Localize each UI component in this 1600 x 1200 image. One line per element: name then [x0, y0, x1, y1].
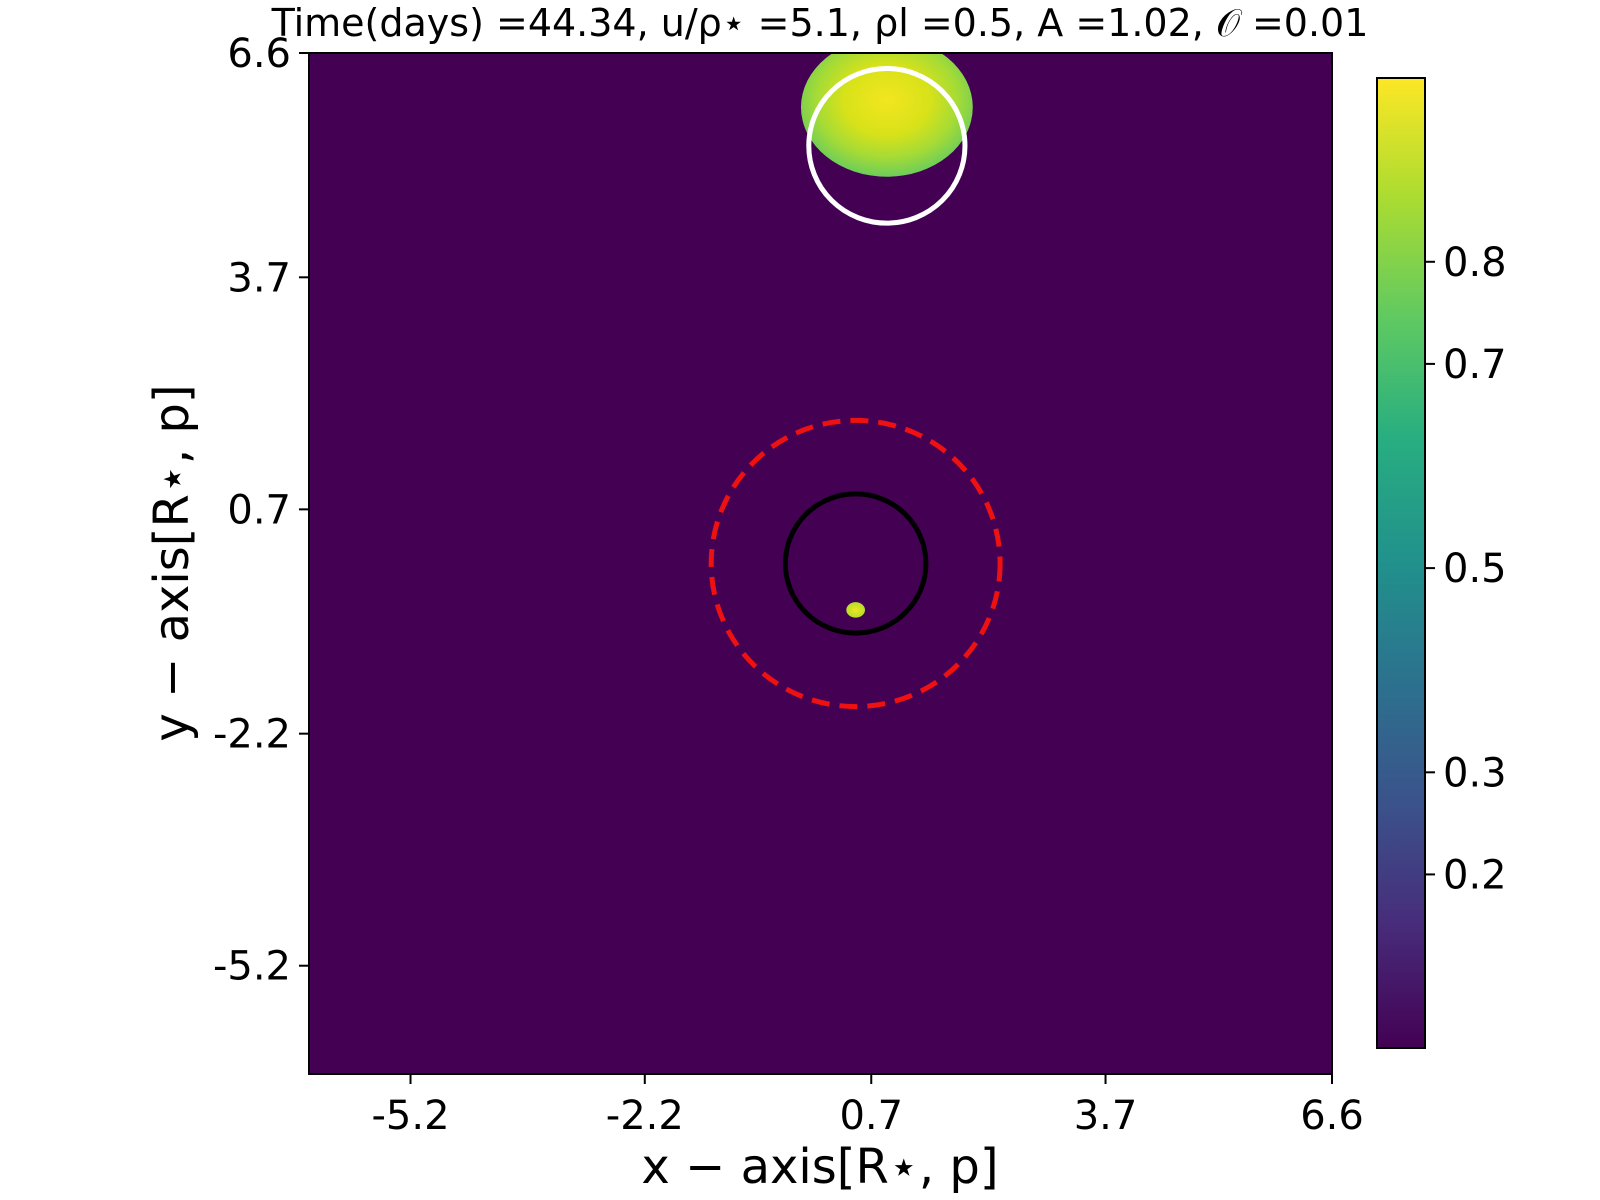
chart-title: Time(days) =44.34, u/ρ⋆ =5.1, ρl =0.5, A… [271, 1, 1369, 45]
y-tick-label: -5.2 [213, 944, 291, 990]
y-tick-label: -2.2 [213, 712, 291, 758]
x-axis-label: x − axis[R⋆, p] [641, 1139, 998, 1195]
x-axis-ticks: -5.2 -2.2 0.7 3.7 6.6 [371, 1074, 1364, 1139]
x-tick-label: -5.2 [371, 1093, 449, 1139]
x-tick-label: 0.7 [839, 1093, 903, 1139]
y-axis-ticks: 6.6 3.7 0.7 -2.2 -5.2 [213, 31, 309, 990]
colorbar-tick-label: 0.2 [1443, 852, 1507, 898]
x-tick-label: 6.6 [1300, 1093, 1364, 1139]
x-tick-label: 3.7 [1074, 1093, 1138, 1139]
einstein-ring [708, 417, 1003, 710]
colorbar [1376, 77, 1426, 1049]
colorbar-ticks: 0.8 0.7 0.5 0.3 0.2 [1425, 240, 1507, 898]
colorbar-tick-label: 0.8 [1443, 240, 1507, 286]
y-tick-label: 6.6 [227, 31, 291, 77]
x-tick-label: -2.2 [606, 1093, 684, 1139]
plot-background [309, 53, 1332, 1074]
y-axis-label: y − axis[R⋆, p] [144, 384, 200, 741]
y-tick-label: 3.7 [227, 255, 291, 301]
plot-frame [308, 52, 1333, 1075]
source-image-small [846, 602, 866, 618]
colorbar-tick-label: 0.3 [1443, 750, 1507, 796]
colorbar-tick-label: 0.7 [1443, 342, 1507, 388]
y-tick-label: 0.7 [227, 487, 291, 533]
lens-circle [782, 491, 929, 636]
source-image-large [801, 53, 973, 177]
colorbar-tick-label: 0.5 [1443, 546, 1507, 592]
plot-shapes [708, 53, 1003, 710]
source-circle [806, 65, 968, 226]
